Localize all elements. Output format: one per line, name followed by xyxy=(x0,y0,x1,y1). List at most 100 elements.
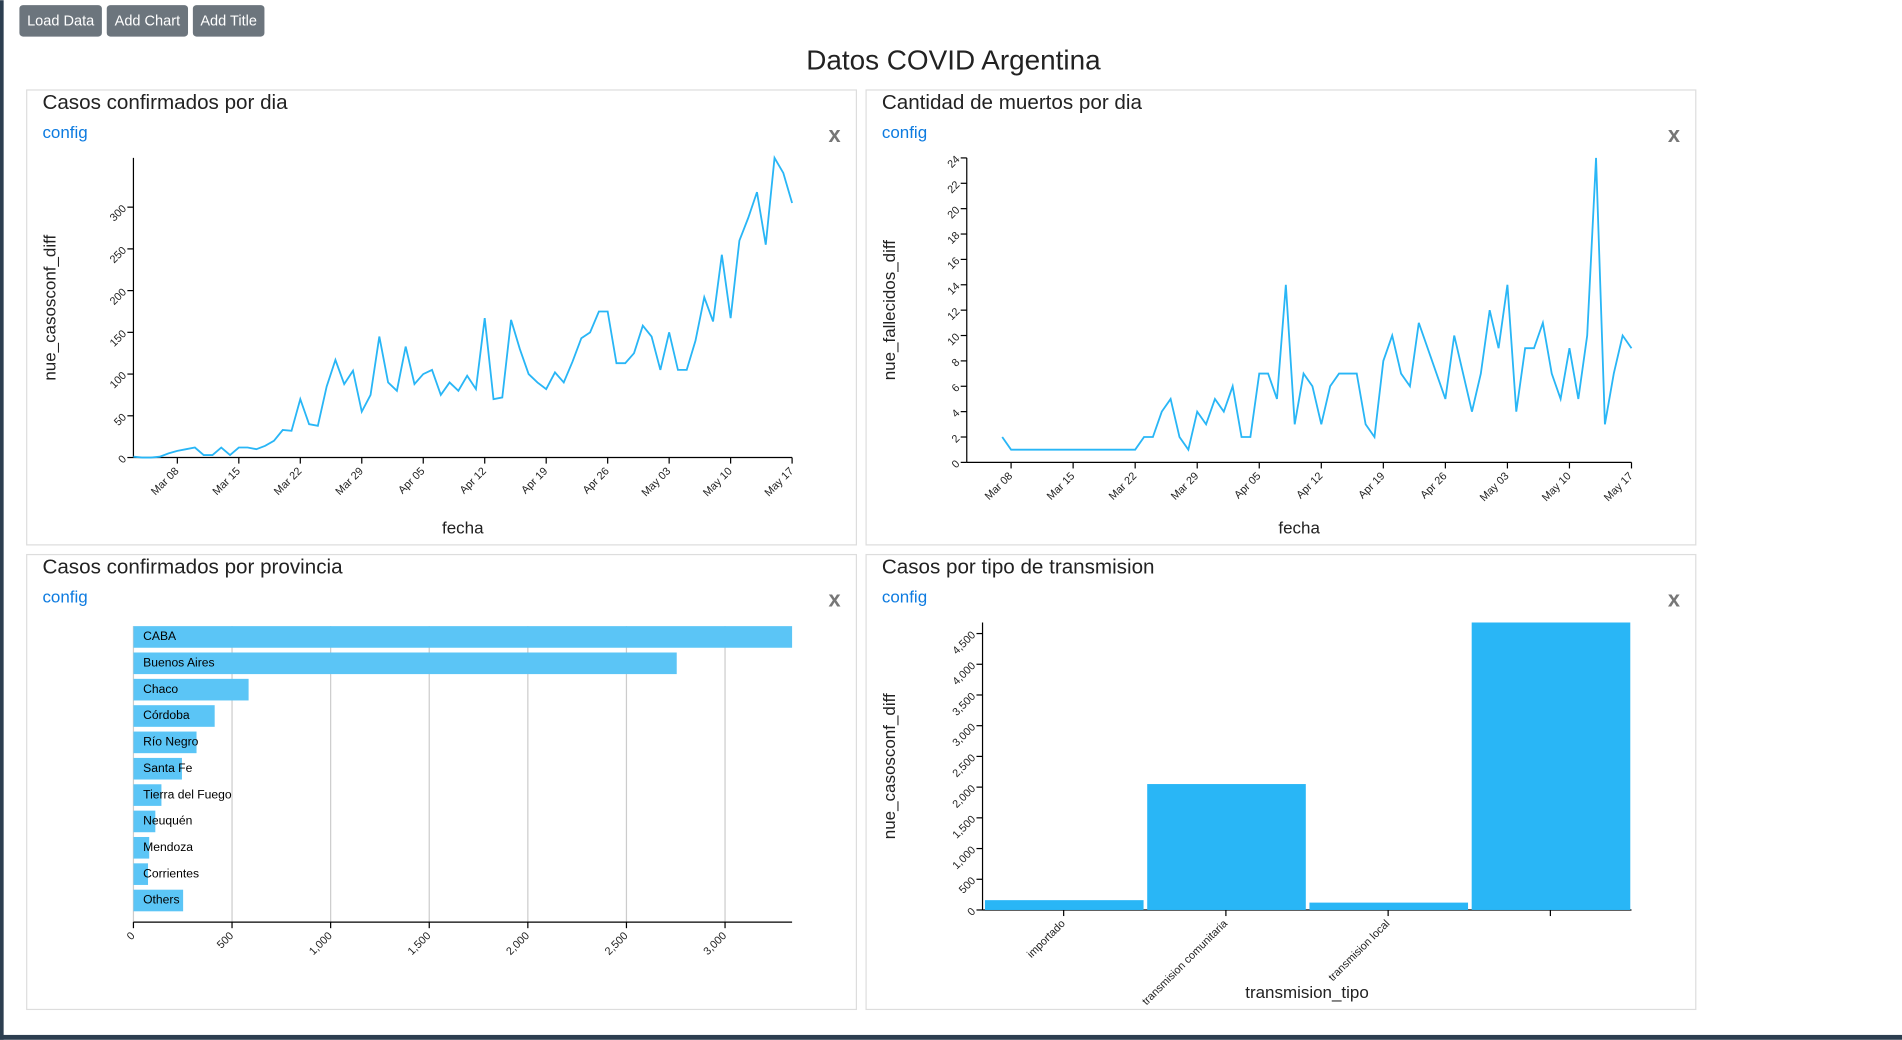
chart-title: Cantidad de muertos por dia xyxy=(882,91,1143,114)
button-label[interactable]: Add Title xyxy=(200,13,257,29)
x-tick-label: May 17 xyxy=(1602,470,1636,504)
bottom-border xyxy=(0,1034,1902,1040)
bar xyxy=(133,626,793,648)
y-tick-label: 1,000 xyxy=(950,844,978,872)
bar xyxy=(133,731,197,754)
config-link[interactable]: config xyxy=(42,123,87,142)
bar-label: Buenos Aires xyxy=(143,656,214,670)
y-tick-label: 2 xyxy=(950,433,963,446)
x-tick-label: May 03 xyxy=(640,465,674,499)
chart-title: Casos confirmados por dia xyxy=(42,91,288,114)
y-tick-label: 3,500 xyxy=(950,691,978,719)
y-tick-label: 14 xyxy=(945,280,962,297)
x-tick-label: Apr 12 xyxy=(458,465,489,496)
bar-label: Mendoza xyxy=(143,840,193,854)
left-border xyxy=(0,0,4,1040)
x-tick-label: Apr 12 xyxy=(1294,470,1325,501)
config-link[interactable]: config xyxy=(882,123,927,142)
bar xyxy=(1309,902,1469,910)
y-tick-label: 0 xyxy=(950,458,963,471)
y-tick-label: 24 xyxy=(945,154,962,171)
button-label[interactable]: Load Data xyxy=(27,13,95,29)
config-link[interactable]: config xyxy=(42,588,87,607)
x-tick-label: 3,000 xyxy=(701,930,729,958)
x-tick-label: transmision comunitaria xyxy=(1140,917,1231,1008)
x-axis-label: fecha xyxy=(442,519,484,538)
bar xyxy=(133,889,184,912)
bar xyxy=(1471,622,1631,910)
panel-border xyxy=(865,89,1697,546)
x-tick-label: May 10 xyxy=(701,465,735,499)
y-tick-label: 10 xyxy=(945,331,962,348)
button[interactable] xyxy=(19,5,102,37)
panel-border xyxy=(26,553,857,1011)
x-tick-label: transmision local xyxy=(1326,918,1392,984)
chart-panel: Casos confirmados por dia config x fecha nue… xyxy=(26,89,857,546)
data-line xyxy=(133,155,793,459)
x-tick-label: Mar 22 xyxy=(1107,470,1139,502)
x-tick-label: 1,500 xyxy=(406,930,434,958)
chart-panel: Casos confirmados por provincia config x 0 5… xyxy=(26,553,857,1011)
chart-title: Casos por tipo de transmision xyxy=(882,555,1155,578)
x-tick-label: Apr 26 xyxy=(581,465,612,496)
y-tick-label: 4,500 xyxy=(950,629,978,657)
bar-label: Others xyxy=(143,893,179,907)
y-axis-label: nue_fallecidos_diff xyxy=(880,240,899,381)
bar xyxy=(1147,784,1306,910)
x-tick-label: Mar 08 xyxy=(983,470,1015,502)
y-tick-label: 1,500 xyxy=(950,814,978,842)
x-tick-label: Mar 29 xyxy=(1169,470,1201,502)
close-button[interactable]: x xyxy=(828,586,840,611)
y-tick-label: 200 xyxy=(108,286,129,307)
x-tick-label: 500 xyxy=(215,930,236,951)
y-tick-label: 2,500 xyxy=(950,752,978,780)
data-line xyxy=(1001,157,1633,452)
button[interactable] xyxy=(106,5,189,37)
y-tick-label: 250 xyxy=(108,245,129,266)
close-button[interactable]: x xyxy=(1668,586,1680,611)
bar-label: CABA xyxy=(143,629,177,643)
close-button[interactable]: x xyxy=(1668,122,1680,147)
bar xyxy=(133,757,182,780)
x-tick-label: Apr 05 xyxy=(1232,470,1263,501)
y-tick-label: 100 xyxy=(108,370,129,391)
x-axis-label: fecha xyxy=(1278,519,1320,538)
close-button[interactable]: x xyxy=(828,122,840,147)
y-tick-label: 12 xyxy=(945,306,962,323)
bar-label: Río Negro xyxy=(143,735,199,749)
bar xyxy=(133,863,149,885)
y-tick-label: 8 xyxy=(950,357,963,370)
chart-title: Casos confirmados por provincia xyxy=(42,555,343,578)
button-label[interactable]: Add Chart xyxy=(115,13,180,29)
button[interactable] xyxy=(192,5,265,37)
config-link[interactable]: config xyxy=(882,588,927,607)
bar-label: Santa Fe xyxy=(143,761,192,775)
x-tick-label: 2,000 xyxy=(504,930,532,958)
y-tick-label: 20 xyxy=(945,204,962,221)
y-tick-label: 4,000 xyxy=(950,660,978,688)
x-tick-label: Mar 15 xyxy=(210,465,242,497)
x-axis-label: transmision_tipo xyxy=(1245,983,1369,1002)
y-tick-label: 4 xyxy=(950,407,963,420)
y-tick-label: 16 xyxy=(945,255,962,272)
bar-label: Chaco xyxy=(143,682,178,696)
chart-panel: Casos por tipo de transmision config x tran… xyxy=(865,553,1697,1011)
y-tick-label: 50 xyxy=(112,411,129,428)
x-tick-label: importado xyxy=(1025,918,1068,961)
panel-border xyxy=(26,89,857,546)
y-tick-label: 300 xyxy=(108,203,129,224)
y-tick-label: 150 xyxy=(108,328,129,349)
x-tick-label: Apr 19 xyxy=(1356,470,1387,501)
x-tick-label: Mar 15 xyxy=(1045,470,1077,502)
y-tick-label: 0 xyxy=(116,453,129,466)
x-tick-label: Apr 19 xyxy=(519,465,550,496)
page-title: Datos COVID Argentina xyxy=(806,44,1101,75)
y-tick-label: 18 xyxy=(945,230,962,247)
bar xyxy=(133,810,156,833)
x-tick-label: 1,000 xyxy=(307,930,335,958)
bar xyxy=(984,900,1144,910)
y-tick-label: 6 xyxy=(950,382,963,395)
y-axis-label: nue_casosconf_diff xyxy=(880,693,899,839)
